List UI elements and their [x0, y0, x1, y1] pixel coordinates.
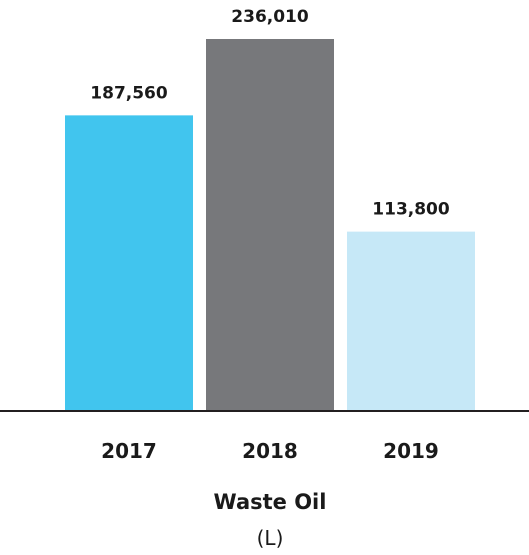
value-label-2017: 187,560: [90, 83, 168, 103]
value-label-2019: 113,800: [372, 200, 450, 220]
bar-2018: [206, 39, 334, 411]
bars-group: [65, 39, 475, 412]
value-label-2018: 236,010: [231, 7, 309, 27]
bar-2019: [347, 231, 475, 411]
x-tick-label-2018: 2018: [242, 439, 298, 463]
x-tick-label-2017: 2017: [101, 439, 157, 463]
x-tick-label-2019: 2019: [383, 439, 439, 463]
x-tick-labels-group: 2017 2018 2019: [101, 439, 439, 463]
bar-2017: [65, 115, 193, 412]
chart-subtitle: (L): [257, 526, 284, 550]
chart-title: Waste Oil: [214, 490, 327, 514]
value-labels-group: 187,560 236,010 113,800: [90, 7, 450, 220]
